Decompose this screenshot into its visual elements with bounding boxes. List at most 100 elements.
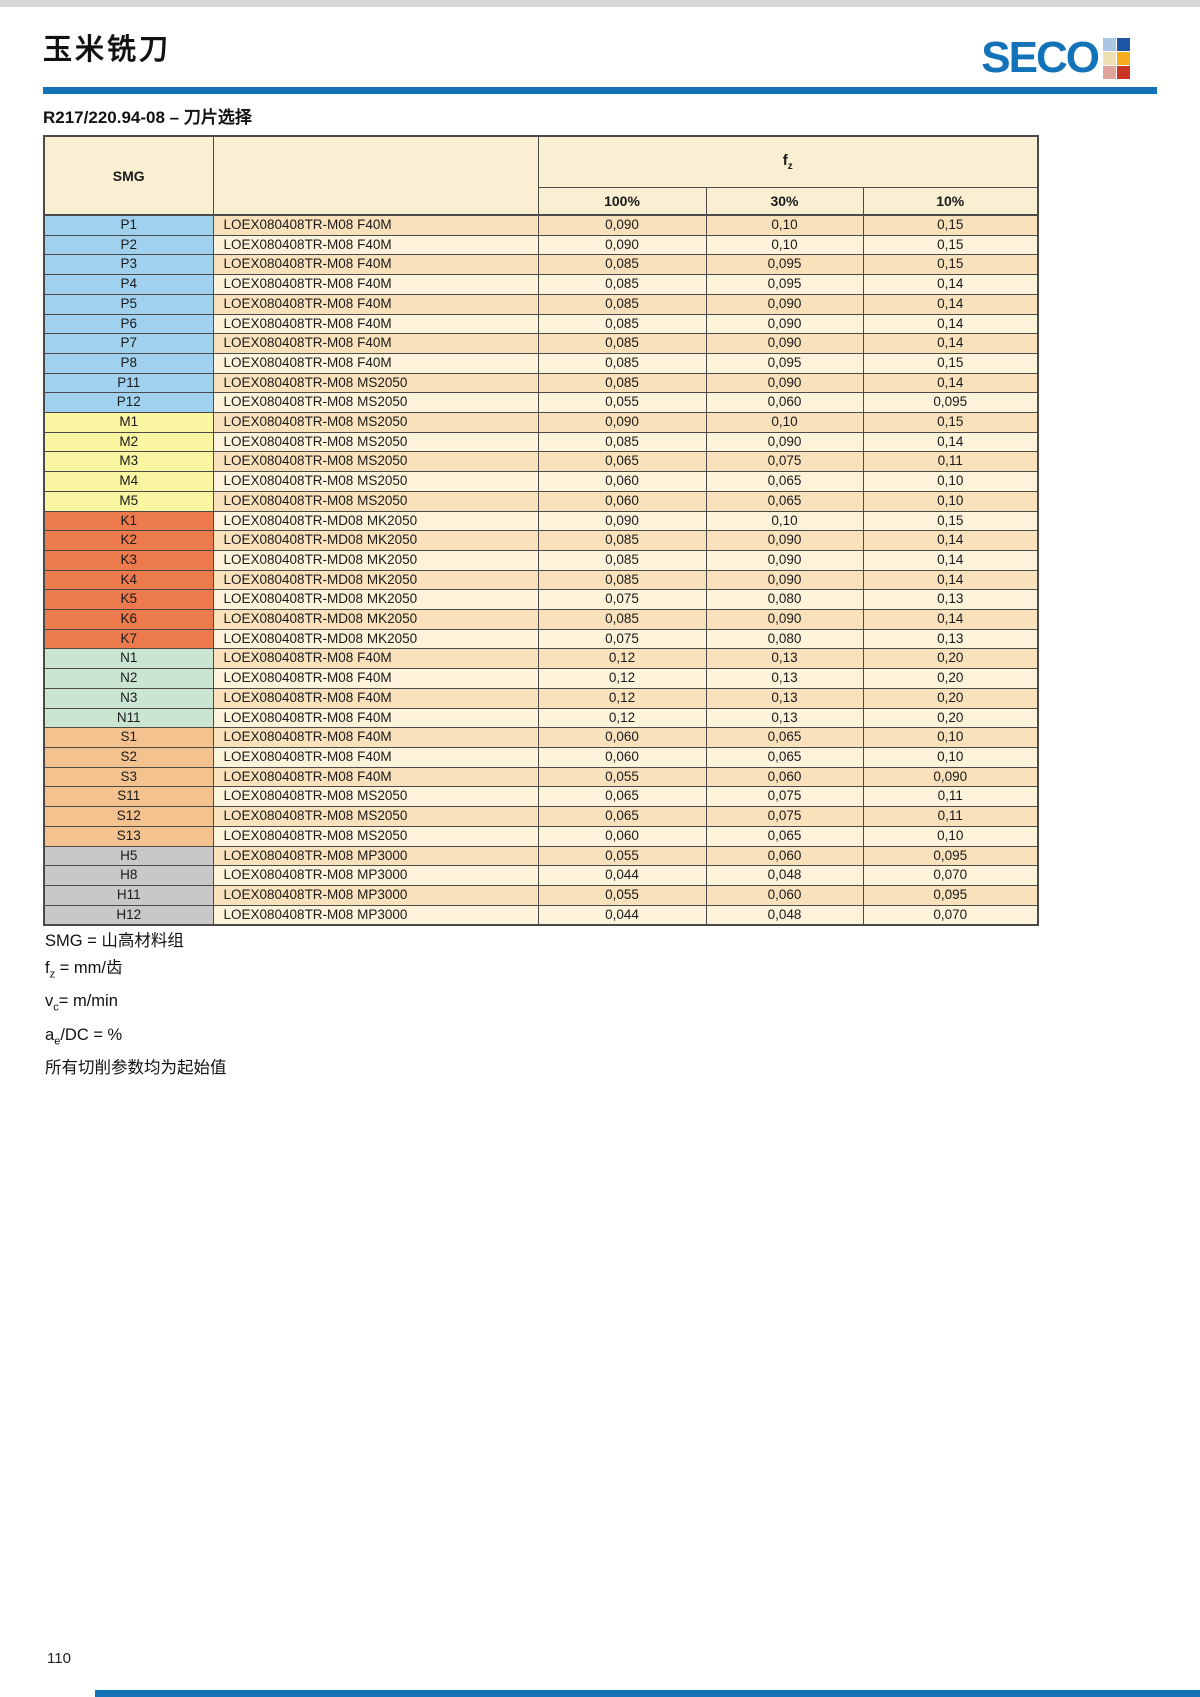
table-row: S12 LOEX080408TR-M08 MS2050 0,065 0,075 0,11 bbox=[43, 806, 1039, 827]
fz100-cell: 0,12 bbox=[537, 668, 707, 689]
fz30-cell: 0,065 bbox=[705, 746, 864, 768]
scan-edge-strip bbox=[0, 0, 1200, 7]
fz30-cell: 0,13 bbox=[705, 648, 864, 670]
smg-cell: P3 bbox=[43, 254, 214, 276]
insert-cell: LOEX080408TR-M08 MS2050 bbox=[212, 490, 539, 512]
note-line: SMG = 山高材料组 bbox=[45, 932, 184, 950]
fz-100-header: 100% bbox=[537, 187, 707, 216]
insert-cell: LOEX080408TR-M08 MS2050 bbox=[212, 372, 539, 394]
insert-cell: LOEX080408TR-M08 MS2050 bbox=[212, 786, 539, 808]
fz100-cell: 0,055 bbox=[537, 392, 707, 414]
fz10-cell: 0,15 bbox=[862, 234, 1039, 256]
fz10-cell: 0,20 bbox=[862, 648, 1039, 670]
insert-cell: LOEX080408TR-M08 F40M bbox=[212, 352, 539, 374]
fz30-cell: 0,075 bbox=[705, 451, 864, 473]
table-row: P7 LOEX080408TR-M08 F40M 0,085 0,090 0,14 bbox=[43, 333, 1039, 354]
table-row: N1 LOEX080408TR-M08 F40M 0,12 0,13 0,20 bbox=[43, 648, 1039, 670]
fz30-cell: 0,10 bbox=[705, 214, 864, 236]
smg-cell: H11 bbox=[43, 884, 214, 906]
fz100-cell: 0,075 bbox=[537, 628, 707, 650]
table-row: K6 LOEX080408TR-MD08 MK2050 0,085 0,090 0,14 bbox=[43, 609, 1039, 630]
logo-tile bbox=[1117, 51, 1130, 65]
fz10-cell: 0,095 bbox=[862, 845, 1039, 867]
table-row: M3 LOEX080408TR-M08 MS2050 0,065 0,075 0,11 bbox=[43, 451, 1039, 473]
table-row: H5 LOEX080408TR-M08 MP3000 0,055 0,060 0,095 bbox=[43, 845, 1039, 867]
insert-cell: LOEX080408TR-M08 MS2050 bbox=[212, 471, 539, 492]
notes: SMG = 山高材料组 fz = mm/齿 vc= m/min ae/DC = % 所有… bbox=[45, 928, 227, 1082]
fz10-cell: 0,20 bbox=[862, 687, 1039, 709]
fz10-cell: 0,10 bbox=[862, 825, 1039, 847]
insert-cell: LOEX080408TR-M08 F40M bbox=[212, 746, 539, 768]
smg-cell: P11 bbox=[43, 372, 214, 394]
insert-cell: LOEX080408TR-M08 F40M bbox=[212, 668, 539, 689]
fz10-cell: 0,15 bbox=[862, 510, 1039, 532]
smg-cell: P1 bbox=[43, 214, 214, 236]
fz30-cell: 0,090 bbox=[705, 530, 864, 551]
fz30-cell: 0,090 bbox=[705, 293, 864, 315]
table-row: H12 LOEX080408TR-M08 MP3000 0,044 0,048 0,07… bbox=[43, 904, 1039, 926]
insert-cell: LOEX080408TR-MD08 MK2050 bbox=[212, 628, 539, 650]
note-line: fz = mm/齿 bbox=[45, 959, 123, 981]
table-row: K3 LOEX080408TR-MD08 MK2050 0,085 0,090 0,14 bbox=[43, 549, 1039, 571]
insert-cell: LOEX080408TR-MD08 MK2050 bbox=[212, 530, 539, 551]
fz100-cell: 0,060 bbox=[537, 471, 707, 492]
fz30-cell: 0,065 bbox=[705, 471, 864, 492]
fz30-cell: 0,075 bbox=[705, 786, 864, 808]
smg-cell: P8 bbox=[43, 352, 214, 374]
fz100-cell: 0,12 bbox=[537, 687, 707, 709]
fz100-cell: 0,090 bbox=[537, 412, 707, 433]
fz100-cell: 0,085 bbox=[537, 431, 707, 453]
fz30-cell: 0,090 bbox=[705, 569, 864, 591]
fz100-cell: 0,085 bbox=[537, 274, 707, 295]
fz100-cell: 0,060 bbox=[537, 490, 707, 512]
smg-cell: K2 bbox=[43, 530, 214, 551]
fz100-cell: 0,060 bbox=[537, 825, 707, 847]
fz10-cell: 0,15 bbox=[862, 254, 1039, 276]
smg-cell: H12 bbox=[43, 904, 214, 926]
fz10-cell: 0,070 bbox=[862, 904, 1039, 926]
smg-cell: P5 bbox=[43, 293, 214, 315]
fz10-cell: 0,090 bbox=[862, 766, 1039, 788]
table-row: P8 LOEX080408TR-M08 F40M 0,085 0,095 0,15 bbox=[43, 352, 1039, 374]
smg-cell: M1 bbox=[43, 412, 214, 433]
smg-cell: P4 bbox=[43, 274, 214, 295]
seco-logo: SECO bbox=[981, 36, 1130, 80]
smg-cell: N1 bbox=[43, 648, 214, 670]
table-row: P11 LOEX080408TR-M08 MS2050 0,085 0,090 0,14 bbox=[43, 372, 1039, 394]
fz10-cell: 0,10 bbox=[862, 746, 1039, 768]
fz100-cell: 0,044 bbox=[537, 904, 707, 926]
insert-cell: LOEX080408TR-MD08 MK2050 bbox=[212, 589, 539, 611]
fz10-cell: 0,10 bbox=[862, 727, 1039, 748]
fz100-cell: 0,085 bbox=[537, 569, 707, 591]
table-row: M2 LOEX080408TR-M08 MS2050 0,085 0,090 0,14 bbox=[43, 431, 1039, 453]
fz10-cell: 0,095 bbox=[862, 392, 1039, 414]
table-row: N11 LOEX080408TR-M08 F40M 0,12 0,13 0,20 bbox=[43, 707, 1039, 729]
smg-cell: P7 bbox=[43, 333, 214, 354]
table-row: P6 LOEX080408TR-M08 F40M 0,085 0,090 0,14 bbox=[43, 313, 1039, 335]
fz30-cell: 0,080 bbox=[705, 628, 864, 650]
fz30-cell: 0,090 bbox=[705, 333, 864, 354]
insert-cell: LOEX080408TR-M08 MS2050 bbox=[212, 412, 539, 433]
fz10-cell: 0,10 bbox=[862, 471, 1039, 492]
table-row: P2 LOEX080408TR-M08 F40M 0,090 0,10 0,15 bbox=[43, 234, 1039, 256]
insert-cell: LOEX080408TR-MD08 MK2050 bbox=[212, 510, 539, 532]
insert-cell: LOEX080408TR-M08 MS2050 bbox=[212, 431, 539, 453]
table-row: N3 LOEX080408TR-M08 F40M 0,12 0,13 0,20 bbox=[43, 687, 1039, 709]
fz10-cell: 0,070 bbox=[862, 865, 1039, 886]
insert-selection-table: SMG fz 100% 30% 10% P1 LOEX080408TR-M08 F… bbox=[43, 135, 1040, 927]
insert-cell: LOEX080408TR-M08 F40M bbox=[212, 214, 539, 236]
fz100-cell: 0,090 bbox=[537, 214, 707, 236]
fz10-cell: 0,14 bbox=[862, 569, 1039, 591]
smg-cell: N3 bbox=[43, 687, 214, 709]
insert-cell: LOEX080408TR-M08 MP3000 bbox=[212, 865, 539, 886]
fz30-cell: 0,048 bbox=[705, 865, 864, 886]
table-row: P5 LOEX080408TR-M08 F40M 0,085 0,090 0,14 bbox=[43, 293, 1039, 315]
fz10-cell: 0,15 bbox=[862, 412, 1039, 433]
smg-cell: M3 bbox=[43, 451, 214, 473]
logo-tile bbox=[1103, 51, 1116, 65]
smg-cell: M5 bbox=[43, 490, 214, 512]
smg-cell: P12 bbox=[43, 392, 214, 414]
smg-cell: K7 bbox=[43, 628, 214, 650]
insert-cell: LOEX080408TR-M08 F40M bbox=[212, 766, 539, 788]
table-row: K5 LOEX080408TR-MD08 MK2050 0,075 0,080 0,13 bbox=[43, 589, 1039, 611]
